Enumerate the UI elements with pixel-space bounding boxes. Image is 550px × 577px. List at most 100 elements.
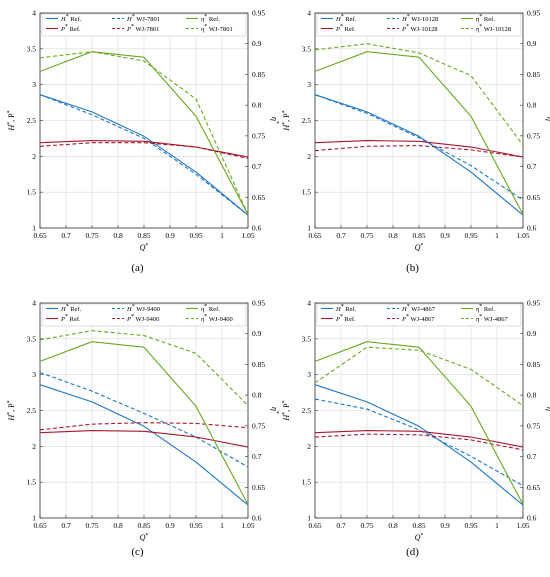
y2-tick-label: 0.7 xyxy=(527,452,537,461)
x-tick-label: 0.75 xyxy=(360,231,373,240)
y2-tick-label: 0.6 xyxy=(252,514,262,523)
series-line-p-test xyxy=(314,145,524,158)
y2-tick-label: 0.95 xyxy=(252,9,265,18)
legend: H* Ref. H* WJ-4867 η* Ref. P* Ref. P* WJ-486… xyxy=(316,303,522,327)
legend-box xyxy=(316,13,522,37)
series-line-p-ref xyxy=(314,430,524,448)
x-tick-label: 0.9 xyxy=(440,521,450,530)
y2-tick-label: 0.85 xyxy=(527,360,540,369)
x-axis-label: Q* xyxy=(415,243,424,252)
x-tick-label: 1.05 xyxy=(241,231,254,240)
legend-label: η* Ref. xyxy=(201,14,220,23)
y2-tick-label: 0.9 xyxy=(527,329,537,338)
y-tick-label: 2 xyxy=(307,152,311,161)
x-tick-label: 0.85 xyxy=(412,521,425,530)
x-tick-label: 0.9 xyxy=(440,231,450,240)
y2-tick-label: 0.75 xyxy=(527,421,540,430)
y2-tick-label: 0.9 xyxy=(252,39,262,48)
y2-tick-label: 0.9 xyxy=(527,39,537,48)
legend-label: H* Ref. xyxy=(335,14,357,23)
y2-tick-label: 0.65 xyxy=(527,483,540,492)
series-line-eta-test xyxy=(314,43,524,146)
chart-d: 0.65 0.7 0.75 0.8 0.85 0.9 0.95 1 1.05 1 1.5 2 2.5 3 3… xyxy=(282,299,550,543)
x-axis-label: Q* xyxy=(415,533,424,542)
legend: H* Ref. H* WJ-9400 η* Ref. P* Ref. P* WJ-940… xyxy=(41,303,247,327)
y2-tick-label: 0.8 xyxy=(252,391,262,400)
legend-label: P* Ref. xyxy=(335,24,356,33)
chart-c: 0.65 0.7 0.75 0.8 0.85 0.9 0.95 1 1.05 1 1.5 2 2.5 3 3… xyxy=(7,299,279,543)
legend-label: P* WJ-10128 xyxy=(401,24,438,33)
y2-tick-label: 0.8 xyxy=(527,391,537,400)
x-tick-label: 1 xyxy=(495,231,499,240)
y-tick-label: 1.5 xyxy=(302,478,312,487)
chart-a: 0.65 0.7 0.75 0.8 0.85 0.9 0.95 1 1.05 1 1.5 2 2.5 3 3… xyxy=(7,9,279,253)
y-tick-label: 1 xyxy=(32,224,36,233)
x-tick-label: 0.8 xyxy=(388,521,398,530)
legend-label: η* WJ-4867 xyxy=(476,314,508,323)
y-tick-label: 3 xyxy=(32,370,36,379)
series-line-p-test xyxy=(314,433,524,451)
legend: H* Ref. H* WJ-7801 η* Ref. P* Ref. P* WJ-780… xyxy=(41,13,247,37)
x-tick-label: 0.95 xyxy=(189,231,202,240)
series-line-h-test xyxy=(39,372,249,468)
y2-tick-label: 0.9 xyxy=(252,329,262,338)
x-tick-label: 1 xyxy=(220,521,224,530)
y-tick-label: 1 xyxy=(307,514,311,523)
legend-label: η* WJ-9400 xyxy=(201,314,233,323)
y2-tick-label: 0.6 xyxy=(527,224,537,233)
grid xyxy=(314,12,524,229)
y2-tick-label: 0.7 xyxy=(252,452,262,461)
x-tick-label: 0.8 xyxy=(113,231,123,240)
y-axis-label: H*, P* xyxy=(282,110,291,131)
series-line-h-test xyxy=(39,94,249,216)
y-tick-label: 2 xyxy=(32,442,36,451)
panel-d: 0.65 0.7 0.75 0.8 0.85 0.9 0.95 1 1.05 1 1.5 2 2.5 3 3… xyxy=(275,290,550,577)
legend-label: P* WJ-9400 xyxy=(126,314,159,323)
x-axis-label: Q* xyxy=(140,243,149,252)
caption-a: (a) xyxy=(131,262,144,274)
y2-axis-label: η* xyxy=(545,407,550,414)
series-line-eta-test xyxy=(314,346,524,407)
x-tick-label: 0.85 xyxy=(412,231,425,240)
y2-axis-label: η* xyxy=(545,117,550,124)
caption-c: (c) xyxy=(131,546,144,558)
y2-tick-label: 0.65 xyxy=(527,193,540,202)
y-tick-label: 1.5 xyxy=(27,478,37,487)
legend-label: η* WJ-7801 xyxy=(201,24,233,33)
y2-tick-label: 0.95 xyxy=(252,299,265,308)
legend-label: H* WJ-10128 xyxy=(401,14,438,23)
y-tick-label: 4 xyxy=(307,299,311,308)
x-tick-label: 0.65 xyxy=(308,521,321,530)
y2-tick-label: 0.75 xyxy=(252,131,265,140)
y2-tick-label: 0.65 xyxy=(252,483,265,492)
y-tick-label: 3 xyxy=(307,370,311,379)
y-tick-label: 4 xyxy=(32,299,36,308)
x-tick-label: 0.8 xyxy=(113,521,123,530)
series-line-p-test xyxy=(39,142,249,160)
x-tick-label: 1.05 xyxy=(516,521,529,530)
series-line-eta-test xyxy=(39,330,249,406)
x-tick-label: 1.05 xyxy=(516,231,529,240)
x-tick-label: 0.85 xyxy=(137,521,150,530)
y2-tick-label: 0.7 xyxy=(527,162,537,171)
grid xyxy=(39,12,249,229)
y2-tick-label: 0.75 xyxy=(527,131,540,140)
y2-tick-label: 0.85 xyxy=(252,360,265,369)
panel-b: 0.65 0.7 0.75 0.8 0.85 0.9 0.95 1 1.05 1 1.5 2 2.5 3 3… xyxy=(275,0,550,287)
chart-b: 0.65 0.7 0.75 0.8 0.85 0.9 0.95 1 1.05 1 1.5 2 2.5 3 3… xyxy=(282,9,550,253)
legend-label: H* WJ-9400 xyxy=(126,304,160,313)
series-line-p-test xyxy=(39,422,249,431)
y-tick-label: 1.5 xyxy=(27,188,37,197)
x-tick-label: 0.9 xyxy=(165,231,175,240)
legend-label: η* Ref. xyxy=(201,304,220,313)
x-tick-label: 0.8 xyxy=(388,231,398,240)
y2-tick-label: 0.85 xyxy=(527,70,540,79)
y-axis-label: H*, P* xyxy=(7,110,16,131)
y-tick-label: 1 xyxy=(307,224,311,233)
x-tick-label: 1.05 xyxy=(241,521,254,530)
y-tick-label: 1 xyxy=(32,514,36,523)
x-tick-label: 0.9 xyxy=(165,521,175,530)
x-tick-label: 0.75 xyxy=(85,521,98,530)
panel-c: 0.65 0.7 0.75 0.8 0.85 0.9 0.95 1 1.05 1 1.5 2 2.5 3 3… xyxy=(0,290,279,577)
